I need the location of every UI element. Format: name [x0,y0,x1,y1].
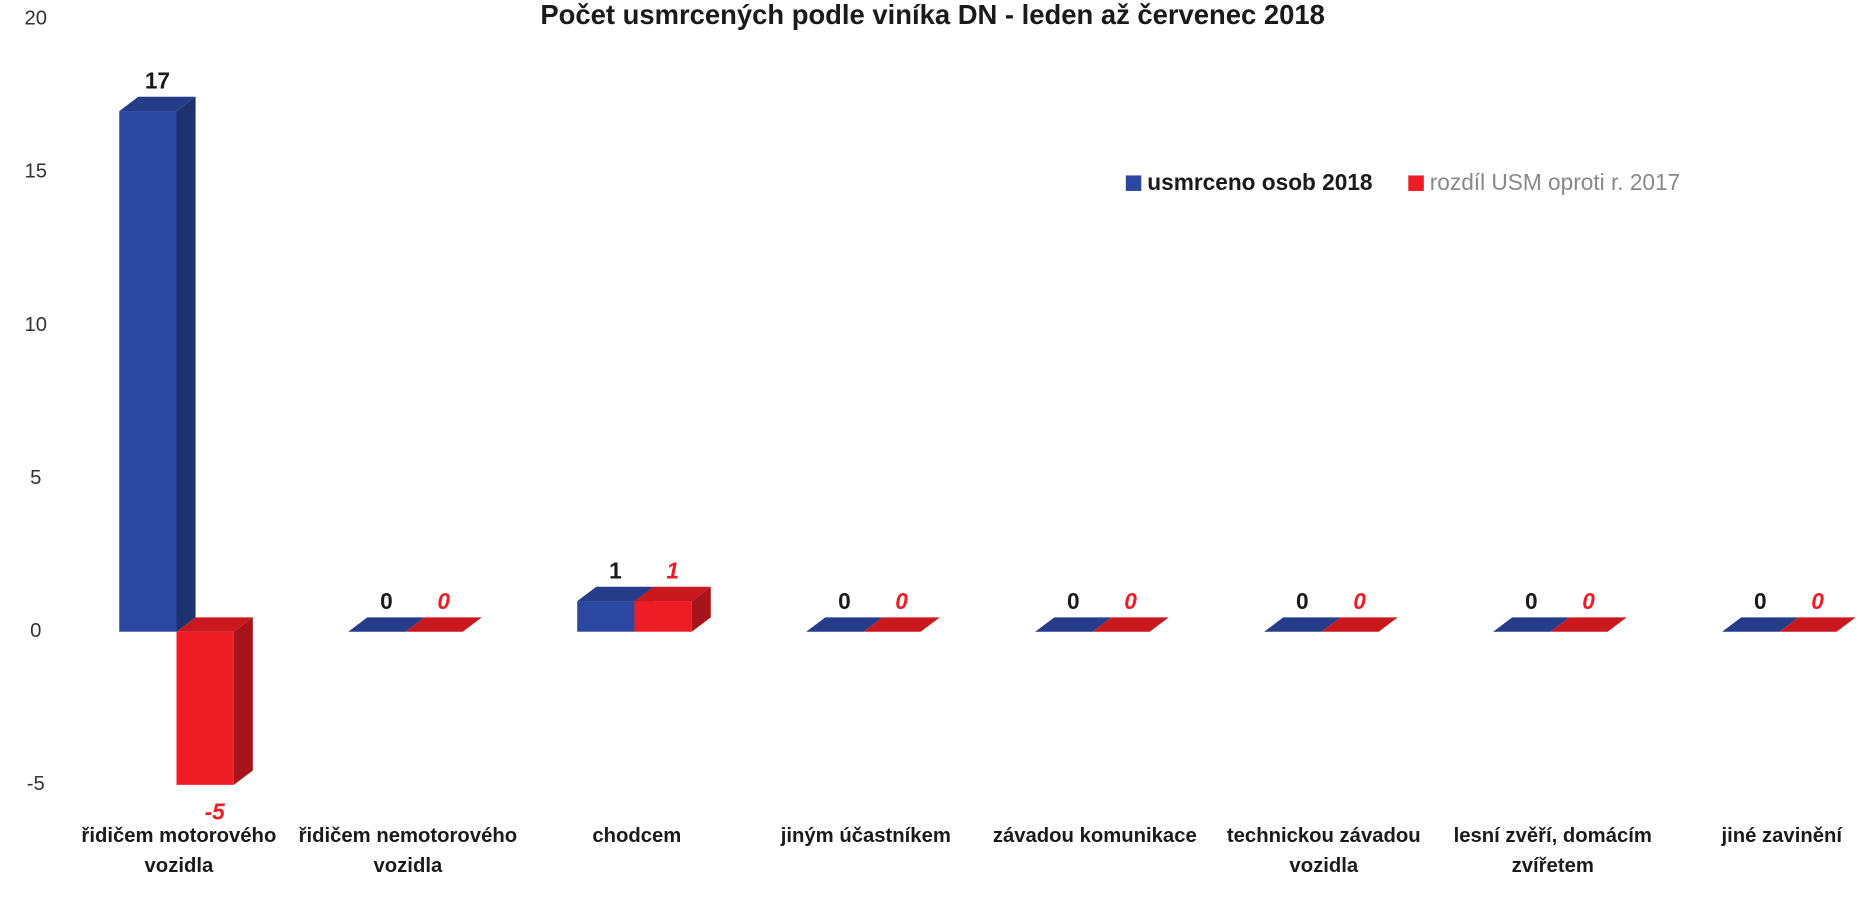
bar-top [1550,617,1627,632]
bar-top [1493,617,1570,632]
y-tick-label: 15 [25,161,48,183]
x-tick-label: řidičem motorového vozidla [81,824,277,877]
x-tick-label: závadou komunikace [992,824,1197,847]
legend-label: usmrceno osob 2018 [1147,169,1372,195]
data-label: 0 [1067,588,1080,614]
bar-top [577,586,654,602]
bar-top [1722,617,1799,632]
x-tick-label-box: závadou komunikace [992,824,1197,847]
legend-label: rozdíl USM oproti r. 2017 [1430,169,1680,195]
x-tick-label-box: chodcem [592,824,682,847]
x-tick-label-box: lesní zvěří, domácím zvířetem [1453,824,1652,877]
bar-top [1779,617,1856,632]
x-tick-label-box: řidičem nemotorového vozidla [298,824,518,877]
data-label: 0 [1754,588,1767,614]
bar-top [863,617,940,632]
data-label: 1 [609,557,622,583]
bar-top [405,617,482,632]
bar [176,631,234,785]
bar-side [691,586,711,632]
y-tick-label: 10 [25,314,48,336]
data-label: 0 [1124,588,1137,614]
legend-swatch [1125,175,1142,191]
bar-top [1321,617,1398,632]
x-tick-label: jiným účastníkem [780,824,951,847]
x-tick-label-box: jiným účastníkem [780,824,951,847]
data-label: 1 [666,557,679,583]
data-label: 17 [145,67,170,93]
data-label: 0 [895,588,908,614]
bar-side [176,96,196,632]
legend-swatch [1408,175,1424,191]
y-tick-label: 5 [30,467,41,489]
x-tick-label-box: technickou závadou vozidla [1226,824,1421,877]
bar-top [634,586,711,602]
data-label: 0 [1811,588,1824,614]
x-tick-label: řidičem nemotorového vozidla [298,824,518,877]
bar-top [1264,617,1341,632]
chart-title: Počet usmrcených podle viníka DN - leden… [540,0,1324,30]
bar-side [233,617,253,785]
bar-top [119,96,196,112]
data-label: -5 [205,798,226,824]
bar-top [1092,617,1169,632]
bar [634,601,692,632]
data-label: 0 [1525,588,1538,614]
data-label: 0 [437,588,450,614]
x-tick-label-box: jiné zavinění [1721,824,1843,847]
data-label: 0 [838,588,851,614]
bar-top [176,617,253,632]
x-tick-label-box: řidičem motorového vozidla [81,824,277,877]
x-tick-label: technickou závadou vozidla [1226,824,1421,877]
bar-top [806,617,883,632]
bar-top [1035,617,1112,632]
bar-top [348,617,425,632]
y-tick-label: 20 [25,8,48,30]
y-tick-label: -5 [27,773,45,795]
bar [119,111,177,632]
x-tick-label: jiné zavinění [1721,824,1843,847]
data-label: 0 [1582,588,1595,614]
x-tick-label: lesní zvěří, domácím zvířetem [1453,824,1652,877]
bar [577,601,635,632]
data-label: 0 [1353,588,1366,614]
data-label: 0 [380,588,393,614]
y-tick-label: 0 [30,620,41,642]
x-tick-label: chodcem [592,824,682,847]
data-label: 0 [1296,588,1309,614]
